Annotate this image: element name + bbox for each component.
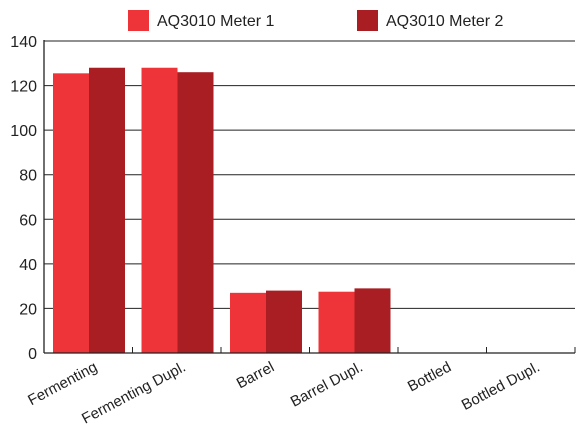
y-tick-label: 140: [10, 34, 37, 51]
bars: [53, 67, 391, 354]
bar-2-barrel: [266, 290, 302, 353]
gridlines: [44, 40, 575, 309]
legend: AQ3010 Meter 1 AQ3010 Meter 2: [128, 10, 504, 31]
x-tick-label: Bottled: [405, 359, 454, 396]
bar-2-fermenting: [89, 67, 125, 353]
bar-1-barrel-dupl-: [318, 291, 355, 353]
bar-2-fermenting-dupl-: [177, 72, 214, 353]
y-tick-label: 60: [19, 212, 37, 229]
legend-swatch: [357, 10, 378, 31]
bar-1-fermenting: [53, 73, 89, 354]
x-tick-label: Fermenting: [25, 359, 100, 410]
y-axis-tick-labels: 0 20 40 60 80 100 120 140: [10, 34, 37, 363]
legend-swatch: [128, 10, 149, 31]
bar-1-barrel: [230, 292, 266, 353]
bar-2-barrel-dupl-: [354, 288, 391, 353]
y-tick-label: 120: [10, 79, 37, 96]
legend-label: AQ3010 Meter 1: [157, 13, 275, 30]
x-tick-label: Barrel: [234, 359, 277, 393]
x-tick-label: Bottled Dupl.: [459, 359, 543, 414]
axes: [43, 40, 576, 354]
y-tick-label: 100: [10, 123, 37, 140]
legend-label: AQ3010 Meter 2: [386, 13, 504, 30]
y-tick-label: 40: [19, 257, 37, 274]
bar-1-fermenting-dupl-: [141, 67, 178, 353]
y-tick-label: 80: [19, 168, 37, 185]
y-tick-label: 20: [19, 301, 37, 318]
y-tick-label: 0: [28, 346, 37, 363]
x-tick-label: Barrel Dupl.: [288, 359, 366, 411]
